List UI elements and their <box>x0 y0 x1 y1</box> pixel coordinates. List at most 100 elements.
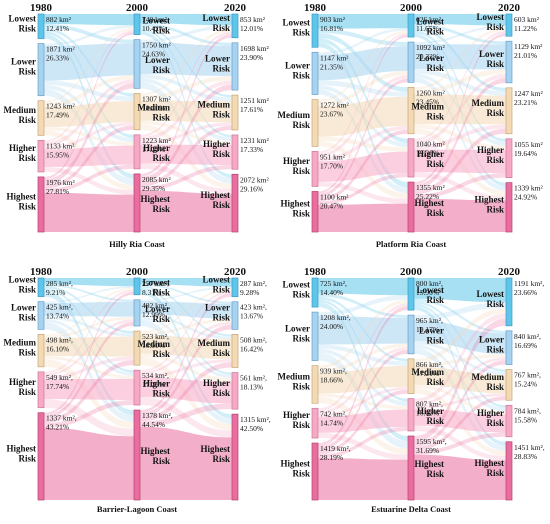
flow-0-2-3 <box>44 355 134 379</box>
panel-title: Hilly Ria Coast <box>109 239 165 249</box>
node-bar <box>133 369 141 406</box>
category-word: Risk <box>292 209 310 219</box>
category-word: Risk <box>486 418 504 428</box>
percent-label: 14.74% <box>320 418 343 427</box>
category-word: Risk <box>292 28 310 38</box>
node-bar <box>133 409 141 501</box>
node-bar <box>505 40 513 84</box>
flow-0-1-4 <box>318 89 408 194</box>
area-label: 742 km², <box>320 409 347 418</box>
percent-label: 29.16% <box>240 184 263 193</box>
category-word: Lowest <box>203 274 231 284</box>
percent-label: 17.61% <box>240 105 263 114</box>
year-label: 1980 <box>30 266 53 278</box>
category-word: Risk <box>426 295 444 305</box>
flow-0-4-2 <box>318 129 408 202</box>
flow-1-4-4 <box>140 190 232 232</box>
node-bar <box>311 277 319 308</box>
category-word: Risk <box>212 454 230 464</box>
category-word: Higher <box>143 143 170 153</box>
flow-1-1-1 <box>414 320 506 354</box>
node-bar <box>37 301 45 330</box>
category-word: Risk <box>18 153 36 163</box>
percent-label: 16.10% <box>46 344 69 353</box>
flow-1-2-2 <box>140 100 232 123</box>
flow-1-1-4 <box>414 347 506 451</box>
area-label: 287 km², <box>240 279 267 288</box>
node-bar <box>133 39 141 89</box>
area-label: 425 km², <box>46 303 73 312</box>
category-word: Medium <box>4 338 37 348</box>
area-label: 1260 km² <box>416 88 445 97</box>
node-bar <box>133 134 141 170</box>
flow-0-3-4 <box>44 399 134 437</box>
flow-1-4-3 <box>140 164 232 191</box>
flow-0-0-1 <box>318 293 408 318</box>
percent-label: 21.01% <box>514 51 537 60</box>
flow-1-3-0 <box>414 313 506 403</box>
flow-0-2-2 <box>318 96 408 137</box>
node-bar <box>133 93 141 131</box>
node-bar <box>231 173 239 233</box>
flow-1-4-2 <box>140 362 232 422</box>
area-label: 1100 km² <box>320 192 349 201</box>
area-label: 965 km², <box>416 316 443 325</box>
flow-0-4-3 <box>318 173 408 205</box>
percent-label: 23.90% <box>240 53 263 62</box>
category-word: Risk <box>18 201 36 211</box>
flow-0-2-0 <box>318 30 408 103</box>
flow-0-1-0 <box>44 25 134 47</box>
node-bar <box>311 311 319 361</box>
area-label: 840 km², <box>514 332 541 341</box>
flow-0-2-2 <box>44 101 134 127</box>
flow-0-0-3 <box>44 288 134 373</box>
flow-0-3-0 <box>44 30 134 143</box>
category-word: Risk <box>18 67 36 77</box>
category-word: Risk <box>292 166 310 176</box>
flow-0-4-0 <box>44 291 134 415</box>
category-word: Medium <box>278 110 311 120</box>
category-word: Risk <box>212 23 230 33</box>
node-bar <box>505 404 513 438</box>
flow-1-4-4 <box>414 198 506 232</box>
area-label: 1339 km² <box>514 184 543 193</box>
flow-1-2-2 <box>140 335 232 360</box>
node-bar <box>133 277 141 296</box>
category-word: Medium <box>472 98 505 108</box>
category-word: Risk <box>426 27 444 37</box>
percent-label: 31.69% <box>416 446 439 455</box>
flow-1-3-3 <box>140 377 232 404</box>
percent-label: 17.49% <box>46 111 69 120</box>
flow-1-4-1 <box>414 360 506 447</box>
category-word: Risk <box>292 120 310 130</box>
category-word: Risk <box>426 63 444 73</box>
flow-1-1-0 <box>414 302 506 321</box>
category-word: Lower <box>479 335 504 345</box>
flow-0-2-0 <box>44 288 134 336</box>
flow-0-4-1 <box>318 350 408 451</box>
node-bar <box>407 358 415 394</box>
percent-label: 11.65% <box>416 24 439 33</box>
percent-label: 24.63% <box>142 50 165 59</box>
category-word: Medium <box>198 338 231 348</box>
area-label: 1451 km², <box>514 443 545 452</box>
percent-label: 17.33% <box>240 145 263 154</box>
category-word: Lower <box>205 53 230 63</box>
category-word: Risk <box>18 387 36 397</box>
category-word: Lower <box>285 60 310 70</box>
flow-0-1-4 <box>44 321 134 422</box>
